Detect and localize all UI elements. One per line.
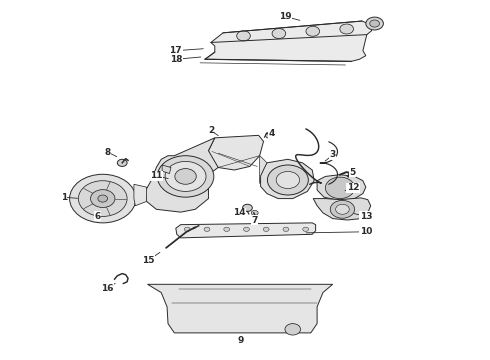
Text: 15: 15 <box>142 256 155 265</box>
Polygon shape <box>145 138 218 212</box>
Circle shape <box>340 24 353 34</box>
Circle shape <box>184 227 190 231</box>
Circle shape <box>91 190 115 207</box>
Text: 1: 1 <box>61 193 67 202</box>
Circle shape <box>237 31 250 41</box>
Text: 7: 7 <box>251 216 258 225</box>
Polygon shape <box>260 156 267 184</box>
Polygon shape <box>205 21 372 62</box>
Text: 3: 3 <box>330 150 336 159</box>
Circle shape <box>157 156 214 197</box>
Circle shape <box>366 17 383 30</box>
Polygon shape <box>317 175 366 201</box>
Circle shape <box>272 28 286 39</box>
Polygon shape <box>147 284 333 333</box>
Circle shape <box>330 201 355 218</box>
Text: 4: 4 <box>269 129 275 138</box>
Text: 14: 14 <box>233 208 245 217</box>
Circle shape <box>283 227 289 231</box>
Circle shape <box>117 159 127 166</box>
Circle shape <box>204 227 210 231</box>
Circle shape <box>244 227 249 231</box>
Circle shape <box>276 171 299 189</box>
Text: 19: 19 <box>279 12 291 21</box>
Circle shape <box>336 204 349 214</box>
Circle shape <box>175 168 196 184</box>
Text: 6: 6 <box>95 212 101 221</box>
Text: 17: 17 <box>170 46 182 55</box>
Polygon shape <box>208 135 264 170</box>
Circle shape <box>303 227 309 231</box>
Text: 16: 16 <box>101 284 114 293</box>
Text: 10: 10 <box>360 227 372 236</box>
Polygon shape <box>134 184 147 206</box>
Text: 13: 13 <box>360 212 372 221</box>
Circle shape <box>285 324 300 335</box>
Circle shape <box>70 174 136 223</box>
Circle shape <box>224 227 230 231</box>
Circle shape <box>263 227 269 231</box>
Polygon shape <box>261 159 314 199</box>
Polygon shape <box>176 223 316 238</box>
Text: 18: 18 <box>170 55 182 64</box>
Circle shape <box>165 161 206 192</box>
Text: 11: 11 <box>150 171 163 180</box>
Circle shape <box>243 204 252 211</box>
Text: 9: 9 <box>238 336 245 345</box>
Text: 8: 8 <box>104 148 111 157</box>
Circle shape <box>268 165 308 195</box>
Circle shape <box>78 181 127 216</box>
Circle shape <box>98 195 108 202</box>
Text: 2: 2 <box>208 126 214 135</box>
Circle shape <box>306 26 319 36</box>
Polygon shape <box>313 198 371 220</box>
Polygon shape <box>162 165 171 174</box>
Circle shape <box>370 20 379 27</box>
Circle shape <box>325 177 355 199</box>
Text: 5: 5 <box>349 168 355 177</box>
Circle shape <box>266 132 273 138</box>
Text: 12: 12 <box>347 183 359 192</box>
Circle shape <box>251 210 258 215</box>
